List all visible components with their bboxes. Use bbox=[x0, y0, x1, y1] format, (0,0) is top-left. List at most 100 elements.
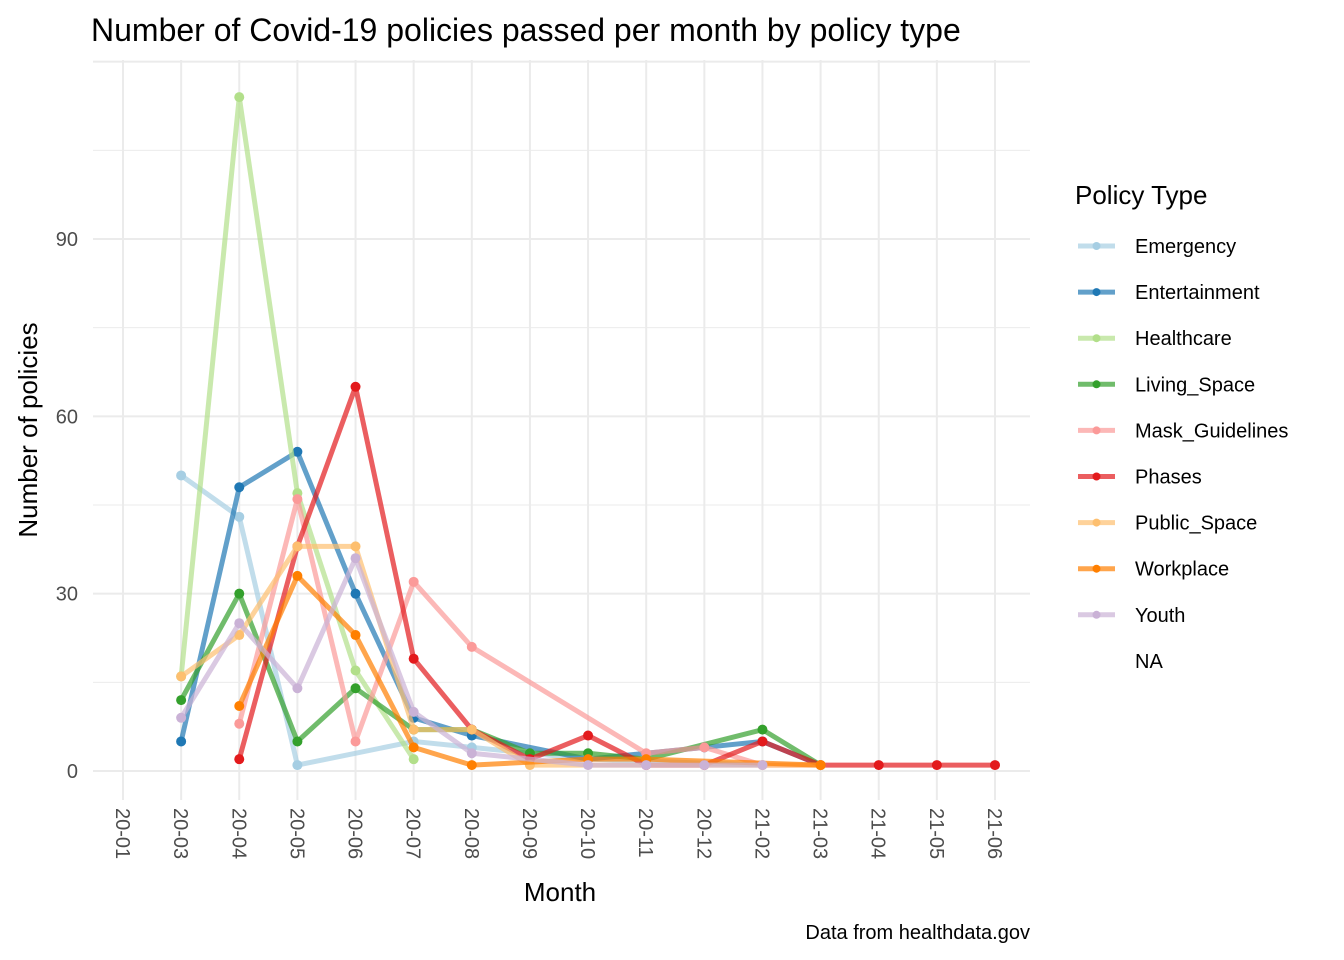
legend-label: Youth bbox=[1135, 605, 1185, 627]
data-point bbox=[641, 760, 652, 771]
data-point bbox=[176, 470, 187, 481]
legend-label: NA bbox=[1135, 651, 1163, 673]
legend-label: Mask_Guidelines bbox=[1135, 420, 1288, 442]
series-line bbox=[236, 573, 821, 768]
data-point bbox=[350, 683, 361, 694]
chart-title: Number of Covid-19 policies passed per m… bbox=[91, 12, 961, 48]
data-point bbox=[234, 482, 245, 493]
data-point bbox=[757, 760, 768, 771]
data-point bbox=[350, 553, 361, 564]
data-point bbox=[292, 570, 303, 581]
data-point bbox=[292, 683, 303, 694]
data-point bbox=[292, 446, 303, 457]
legend-key-point bbox=[1092, 288, 1101, 297]
data-point bbox=[350, 541, 361, 552]
x-tick-label: 20-01 bbox=[111, 808, 133, 859]
data-point bbox=[466, 641, 477, 652]
legend-label: Workplace bbox=[1135, 559, 1229, 581]
data-point bbox=[408, 754, 419, 765]
data-point bbox=[466, 748, 477, 759]
legend-key-point bbox=[1092, 334, 1101, 343]
data-point bbox=[873, 760, 884, 771]
legend-key-point bbox=[1092, 242, 1101, 250]
data-point bbox=[176, 671, 187, 682]
data-point bbox=[234, 700, 245, 711]
data-point bbox=[350, 630, 361, 641]
legend-title: Policy Type bbox=[1075, 180, 1207, 210]
data-point bbox=[583, 760, 594, 771]
series-workplace bbox=[234, 570, 826, 771]
x-tick-label: 20-11 bbox=[634, 808, 656, 858]
series-line bbox=[179, 555, 763, 768]
x-tick-label: 21-05 bbox=[925, 808, 947, 859]
data-point bbox=[234, 630, 245, 641]
x-tick-label: 21-03 bbox=[809, 808, 831, 859]
legend: Emergency Entertainment Healthcare Living_S… bbox=[1078, 236, 1288, 673]
x-tick-label: 20-05 bbox=[285, 808, 307, 859]
x-tick-label: 20-10 bbox=[576, 808, 598, 859]
x-tick-label: 21-04 bbox=[867, 808, 889, 859]
legend-item: NA bbox=[1135, 651, 1163, 673]
y-tick-label: 90 bbox=[56, 229, 78, 251]
legend-item: Emergency bbox=[1078, 236, 1236, 258]
data-point bbox=[757, 724, 768, 735]
data-point bbox=[815, 760, 826, 771]
legend-key-point bbox=[1092, 518, 1101, 527]
data-point bbox=[408, 706, 419, 717]
y-tick-label: 0 bbox=[67, 761, 78, 783]
x-tick-label: 20-09 bbox=[518, 808, 540, 859]
legend-key-point bbox=[1092, 472, 1101, 481]
data-point bbox=[931, 760, 942, 771]
data-point bbox=[408, 724, 419, 735]
legend-item: Entertainment bbox=[1078, 282, 1260, 304]
legend-item: Living_Space bbox=[1078, 374, 1255, 396]
data-point bbox=[292, 541, 303, 552]
data-point bbox=[292, 760, 303, 771]
x-tick-label: 20-06 bbox=[344, 808, 366, 859]
data-point bbox=[466, 760, 477, 771]
data-point bbox=[234, 718, 245, 729]
data-point bbox=[350, 588, 361, 599]
data-point bbox=[350, 381, 361, 392]
data-point bbox=[408, 653, 419, 664]
series-line bbox=[179, 543, 821, 768]
data-point bbox=[234, 618, 245, 629]
data-point bbox=[699, 760, 710, 771]
data-point bbox=[350, 665, 361, 676]
y-axis-label: Number of policies bbox=[13, 322, 43, 537]
data-point bbox=[234, 754, 245, 765]
data-point bbox=[234, 588, 245, 599]
data-point bbox=[176, 712, 187, 723]
data-point bbox=[350, 736, 361, 747]
data-point bbox=[583, 730, 594, 741]
legend-label: Entertainment bbox=[1135, 282, 1260, 304]
x-axis-label: Month bbox=[524, 877, 596, 907]
data-point bbox=[234, 511, 245, 522]
data-point bbox=[234, 92, 245, 103]
data-point bbox=[990, 760, 1000, 771]
caption: Data from healthdata.gov bbox=[805, 922, 1030, 944]
legend-item: Public_Space bbox=[1078, 513, 1257, 535]
x-tick-label: 20-03 bbox=[169, 808, 191, 859]
data-point bbox=[699, 742, 710, 753]
legend-item: Youth bbox=[1078, 605, 1185, 627]
y-tick-label: 30 bbox=[56, 584, 78, 606]
legend-item: Healthcare bbox=[1078, 328, 1232, 350]
legend-label: Healthcare bbox=[1135, 328, 1232, 350]
legend-item: Mask_Guidelines bbox=[1078, 420, 1288, 442]
data-point bbox=[408, 742, 419, 753]
data-point bbox=[176, 736, 187, 747]
data-point bbox=[466, 724, 477, 735]
x-tick-label: 20-12 bbox=[692, 808, 714, 859]
series-line bbox=[178, 449, 822, 768]
series-entertainment bbox=[176, 446, 826, 771]
legend-label: Emergency bbox=[1135, 236, 1236, 258]
legend-label: Public_Space bbox=[1135, 513, 1257, 535]
x-tick-label: 20-04 bbox=[227, 808, 249, 859]
data-point bbox=[408, 576, 419, 587]
data-point bbox=[176, 695, 187, 706]
legend-item: Workplace bbox=[1078, 559, 1229, 581]
legend-label: Phases bbox=[1135, 467, 1202, 489]
